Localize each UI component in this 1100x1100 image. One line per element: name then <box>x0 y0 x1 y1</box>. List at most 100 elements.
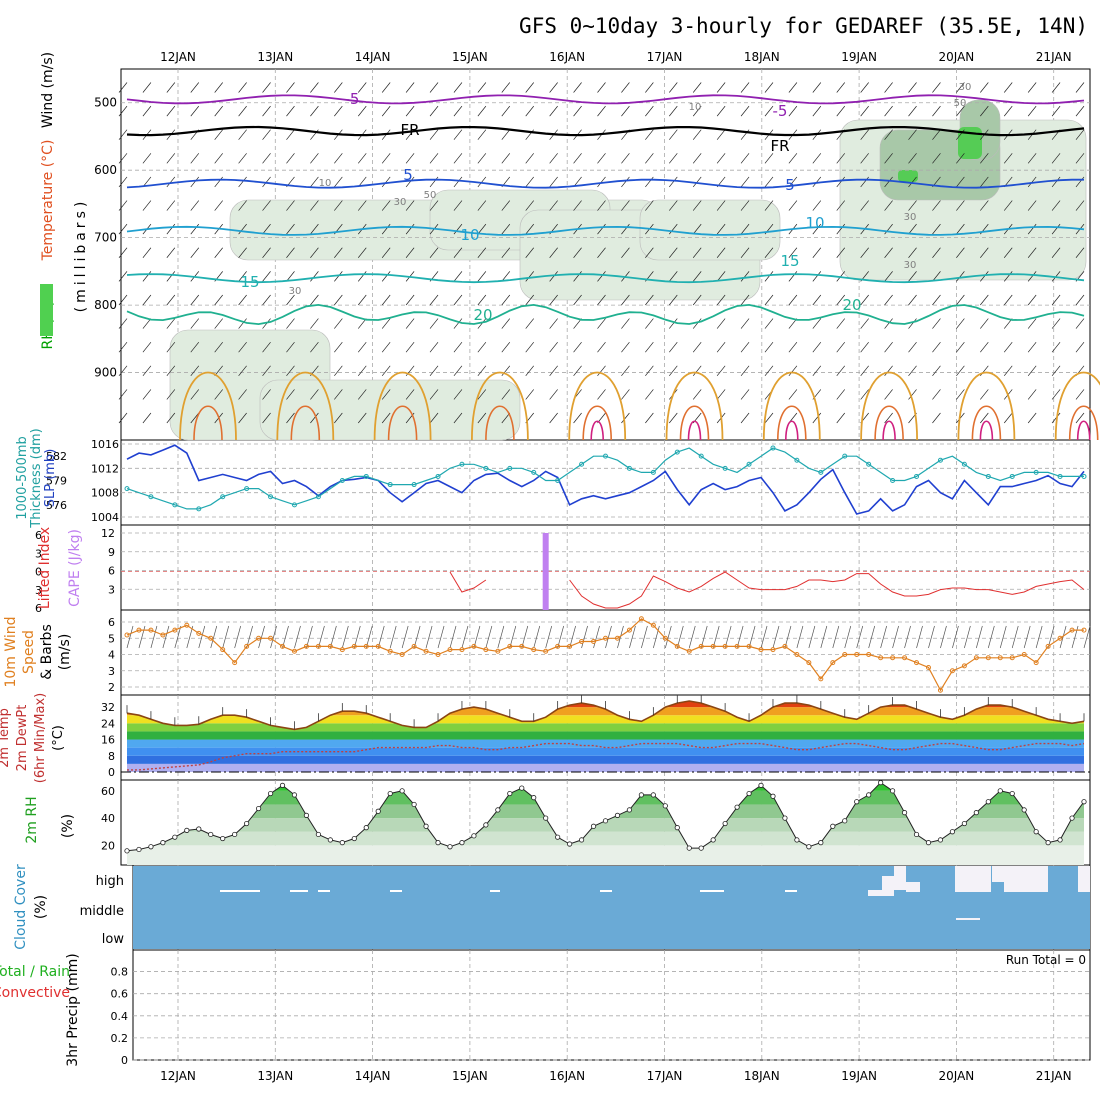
wind-barb <box>429 365 439 377</box>
wind-barb <box>860 82 869 93</box>
surface-wind-barb <box>940 625 947 649</box>
thickness-point <box>1057 473 1063 479</box>
temp-tick-label: 32 <box>101 701 115 714</box>
thickness-point <box>890 478 896 483</box>
wind-barb <box>908 341 917 353</box>
wind-barb <box>740 153 750 164</box>
wind-barb <box>669 294 678 306</box>
wind-speed-point <box>626 627 632 633</box>
thickness-point <box>220 494 226 500</box>
wind-barb <box>932 223 941 235</box>
wind-barb <box>860 153 869 164</box>
wind-barb <box>262 412 271 424</box>
surface-wind-barb <box>1011 625 1019 649</box>
wind-barb <box>405 105 415 117</box>
cloud-clear <box>1004 866 1048 892</box>
wind-barb <box>190 318 200 329</box>
wind-barb <box>477 105 487 117</box>
isotherm-35 <box>590 420 604 441</box>
surface-wind-barb <box>150 625 158 649</box>
wind-barb <box>477 294 487 306</box>
wind-barb <box>908 271 917 282</box>
rh-point <box>124 848 130 854</box>
thickness-point <box>531 469 537 475</box>
surface-wind-barb <box>820 625 828 649</box>
surface-wind-barb <box>999 625 1007 649</box>
wind-barb <box>980 247 989 258</box>
wind-barb <box>166 176 176 188</box>
wind-barb <box>525 200 534 211</box>
wind-barb <box>453 294 463 306</box>
wind-barb <box>621 318 630 329</box>
wind-speed-point <box>1045 643 1051 649</box>
date-label-bottom: 14JAN <box>355 1069 391 1083</box>
wind-barb <box>860 389 869 400</box>
wind-barb <box>812 365 822 377</box>
wind-speed-point <box>220 647 226 653</box>
wind-barb <box>525 271 534 282</box>
wind-barb <box>477 176 487 188</box>
wind-barb <box>142 271 152 282</box>
wind-barb <box>908 318 917 329</box>
wind-speed-point <box>1021 652 1027 657</box>
rh-point <box>519 785 525 791</box>
wind-barb <box>740 200 750 211</box>
panel-label: Wind (m/s) <box>40 52 56 128</box>
wind-barb <box>1075 176 1085 188</box>
rh-point <box>220 835 226 842</box>
panel-label: 3hr Precip (mm) <box>65 953 81 1066</box>
wind-barb <box>1051 223 1061 235</box>
surface-wind-barb <box>844 625 852 649</box>
wind-barb <box>740 105 750 117</box>
rh-point <box>889 788 896 794</box>
wind-barb <box>812 247 822 258</box>
surface-wind-barb <box>1071 625 1079 649</box>
wind-barb <box>549 153 558 164</box>
isotherm-30 <box>1068 405 1099 441</box>
run-total: Run Total = 0 <box>1006 953 1086 967</box>
date-label-top: 12JAN <box>160 50 196 64</box>
rh-point <box>172 834 178 840</box>
wind-barb <box>740 341 750 353</box>
rh-point <box>578 837 585 843</box>
wind-barb <box>573 247 582 258</box>
cloud-clear <box>894 866 906 890</box>
wind-tick-label: 4 <box>108 649 115 662</box>
panel-label: & Barbs <box>39 624 55 680</box>
rh-point <box>614 812 621 818</box>
rh-point <box>901 810 908 816</box>
wind-barb <box>740 294 750 306</box>
panel-label: 2m DewPt <box>15 705 30 772</box>
wind-barb <box>812 341 822 353</box>
cloud-gap <box>290 890 308 892</box>
slp-tick-label: 1012 <box>91 462 119 475</box>
surface-wind-barb <box>1035 625 1043 649</box>
surface-wind-barb <box>138 625 146 649</box>
wind-barb <box>573 341 582 353</box>
wind-barb <box>692 223 702 235</box>
wind-barb <box>764 365 774 377</box>
wind-barb <box>429 247 439 258</box>
wind-barb <box>501 412 511 424</box>
wind-barb <box>477 247 487 258</box>
wind-barb <box>429 200 439 211</box>
wind-barb <box>334 341 343 353</box>
wind-barb <box>238 318 247 329</box>
wind-barb <box>142 200 152 211</box>
isotherm-30 <box>777 405 807 441</box>
slp-tick-label: 1016 <box>91 438 119 451</box>
surface-wind-barb <box>497 625 505 649</box>
contour-label: FR <box>770 137 789 155</box>
wind-barb <box>453 341 463 353</box>
wind-barb <box>453 389 463 400</box>
surface-wind-barb <box>234 625 242 649</box>
wind-barb <box>453 153 463 164</box>
wind-barb <box>405 200 415 211</box>
wind-barb <box>286 223 295 235</box>
wind-barb <box>118 200 128 211</box>
wind-barb <box>429 412 439 424</box>
thickness-point <box>435 473 441 479</box>
thickness-point <box>842 453 848 459</box>
temp-color-band <box>127 763 1084 772</box>
